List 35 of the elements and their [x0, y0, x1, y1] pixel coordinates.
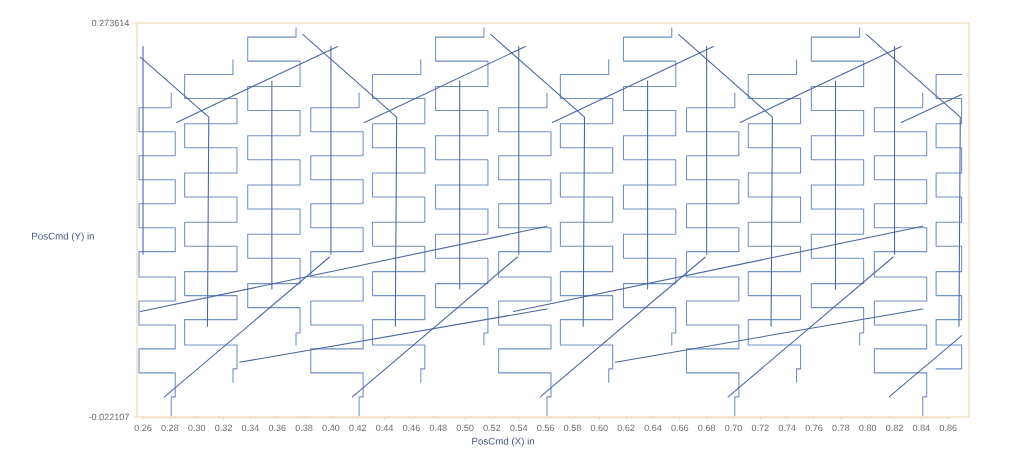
x-tick-label: 0.44: [376, 424, 394, 432]
x-tick-label: 0.78: [832, 424, 850, 432]
x-tick-label: 0.52: [483, 424, 501, 432]
x-tick-label: 0.76: [805, 424, 823, 432]
x-tick-label: 0.32: [215, 424, 232, 432]
x-tick-label: 0.60: [590, 424, 608, 432]
x-tick-label: 0.42: [349, 424, 367, 432]
x-tick-label: 0.50: [456, 424, 474, 432]
x-tick-label: 0.56: [537, 424, 555, 432]
x-tick-label: 0.86: [939, 424, 957, 432]
x-tick-label: 0.70: [725, 424, 742, 432]
x-tick-label: 0.40: [322, 424, 340, 432]
y-tick-label: -0.022107: [88, 413, 129, 421]
x-tick-label: 0.68: [698, 424, 716, 432]
x-tick-label: 0.58: [563, 424, 581, 432]
x-tick-label: 0.30: [188, 424, 206, 432]
x-tick-label: 0.72: [751, 424, 769, 432]
y-axis-title: PosCmd (Y) in: [32, 232, 94, 242]
x-axis-title: PosCmd (X) in: [472, 437, 535, 447]
x-tick-label: 0.28: [161, 424, 179, 432]
x-tick-label: 0.38: [295, 424, 313, 432]
x-tick-label: 0.64: [644, 424, 662, 432]
x-tick-label: 0.48: [429, 424, 447, 432]
x-tick-label: 0.54: [510, 424, 528, 432]
x-tick-label: 0.46: [402, 424, 420, 432]
x-tick-label: 0.82: [886, 424, 903, 432]
x-tick-label: 0.62: [617, 424, 635, 432]
x-tick-label: 0.84: [912, 424, 930, 432]
y-tick-label: 0.273614: [91, 19, 130, 27]
x-tick-label: 0.34: [241, 424, 259, 432]
x-tick-label: 0.36: [268, 424, 286, 432]
x-tick-label: 0.80: [859, 424, 877, 432]
x-tick-label: 0.66: [671, 424, 689, 432]
x-tick-label: 0.74: [778, 424, 796, 432]
x-tick-label: 0.26: [134, 424, 152, 432]
